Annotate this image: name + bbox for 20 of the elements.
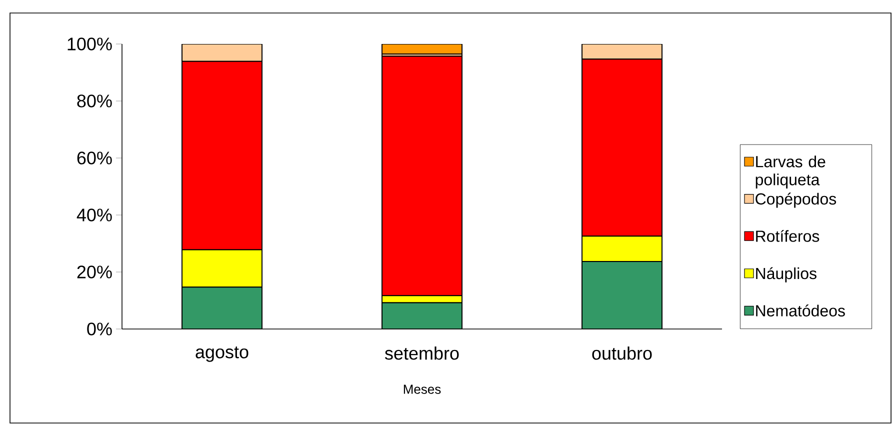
legend-label: Larvas de poliqueta bbox=[756, 156, 826, 188]
x-tick-label: setembro bbox=[384, 346, 459, 360]
y-tick-label: 100% bbox=[68, 38, 112, 50]
legend-label: Nematódeos bbox=[756, 304, 845, 316]
bar bbox=[382, 302, 462, 329]
bar bbox=[182, 286, 263, 329]
x-axis-title: Meses bbox=[404, 384, 441, 394]
x-tick-label: agosto bbox=[196, 346, 248, 362]
x-tick-label: outubro bbox=[592, 346, 652, 360]
bar bbox=[582, 44, 663, 60]
legend-label: Náuplios bbox=[756, 267, 816, 282]
y-tick-label: 0% bbox=[87, 322, 112, 336]
bar bbox=[582, 260, 663, 329]
legend-label: Rotíferos bbox=[756, 230, 820, 242]
legend-label: Copépodos bbox=[756, 192, 836, 208]
y-tick-label: 80% bbox=[77, 94, 112, 108]
y-tick-label: 40% bbox=[76, 208, 112, 222]
y-tick-label: 60% bbox=[77, 152, 112, 164]
y-tick-label: 20% bbox=[77, 266, 112, 278]
bar bbox=[182, 44, 263, 62]
